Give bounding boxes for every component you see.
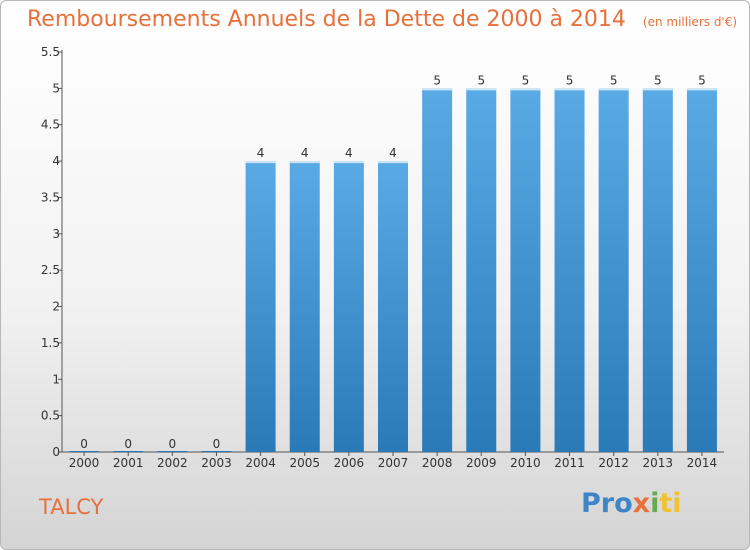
y-tick-label: 4.5	[41, 118, 60, 132]
x-tick-label: 2013	[643, 456, 674, 470]
bar-top-highlight	[642, 88, 673, 91]
logo-part-3: i	[650, 488, 660, 519]
bar	[466, 88, 497, 452]
y-tick-label: 0	[52, 445, 60, 459]
chart-title-text: Remboursements Annuels de la Dette de 20…	[27, 7, 626, 32]
bar-top-highlight	[510, 88, 541, 91]
x-tick-label: 2007	[378, 456, 409, 470]
x-tick-label: 2002	[157, 456, 188, 470]
x-tick-label: 2010	[510, 456, 541, 470]
commune-name: TALCY	[39, 495, 104, 519]
y-tick-label: 3.5	[41, 190, 60, 204]
bar-top-highlight	[245, 161, 276, 164]
bar	[378, 161, 408, 452]
bar	[598, 88, 629, 452]
chart-title: Remboursements Annuels de la Dette de 20…	[27, 7, 737, 32]
bar	[642, 88, 673, 452]
bar-top-highlight	[466, 88, 497, 91]
bar-value-label: 0	[169, 437, 177, 451]
bar-top-highlight	[289, 161, 320, 164]
bar	[333, 161, 364, 452]
bar-value-label: 5	[477, 73, 485, 87]
bar-top-highlight	[333, 161, 364, 164]
x-tick-label: 2004	[245, 456, 276, 470]
bar-value-label: 0	[80, 437, 88, 451]
y-tick-label: 5.5	[41, 45, 60, 59]
y-tick-label: 4	[52, 154, 60, 168]
x-tick-label: 2009	[466, 456, 497, 470]
logo-part-4: ti	[659, 488, 682, 519]
bar-top-highlight	[554, 88, 585, 91]
bar-value-label: 4	[389, 146, 397, 160]
chart-subtitle: (en milliers d'€)	[642, 15, 738, 29]
logo-part-1: Pro	[581, 488, 633, 519]
proxiti-logo: Proxiti	[581, 488, 682, 519]
y-tick-label: 2	[52, 300, 60, 314]
y-tick-label: 1.5	[41, 336, 60, 350]
bar	[554, 88, 585, 452]
bar	[686, 88, 717, 452]
x-tick-label: 2012	[598, 456, 629, 470]
bar-top-highlight	[598, 88, 629, 91]
x-tick-label: 2008	[422, 456, 453, 470]
x-tick-label: 2005	[289, 456, 320, 470]
bar-value-label: 5	[610, 73, 618, 87]
x-tick-label: 2014	[687, 456, 718, 470]
bar-top-highlight	[686, 88, 717, 91]
bar-top-highlight	[422, 88, 453, 91]
x-tick-label: 2006	[334, 456, 365, 470]
x-tick-label: 2003	[201, 456, 232, 470]
bar-top-highlight	[378, 161, 408, 164]
logo-part-2: x	[632, 488, 651, 519]
bar-value-label: 0	[124, 437, 132, 451]
y-tick-label: 5	[52, 81, 60, 95]
bar-value-label: 4	[345, 146, 353, 160]
bar	[245, 161, 276, 452]
bar-value-label: 5	[433, 73, 441, 87]
y-tick-label: 3	[52, 227, 60, 241]
bar	[510, 88, 541, 452]
bar	[157, 451, 188, 452]
bar-value-label: 5	[654, 73, 662, 87]
bar	[422, 88, 453, 452]
y-tick-label: 0.5	[41, 409, 60, 423]
x-tick-label: 2000	[69, 456, 100, 470]
bar	[289, 161, 320, 452]
bar-value-label: 5	[566, 73, 574, 87]
bar	[201, 451, 232, 452]
bar	[69, 451, 100, 452]
bar-value-label: 4	[257, 146, 265, 160]
y-tick-label: 1	[52, 372, 60, 386]
bar	[113, 451, 144, 452]
y-tick-label: 2.5	[41, 263, 60, 277]
bar-value-label: 5	[522, 73, 530, 87]
x-tick-label: 2011	[554, 456, 585, 470]
bar-value-label: 5	[698, 73, 706, 87]
x-tick-label: 2001	[113, 456, 144, 470]
bar-value-label: 0	[213, 437, 221, 451]
bar-value-label: 4	[301, 146, 309, 160]
